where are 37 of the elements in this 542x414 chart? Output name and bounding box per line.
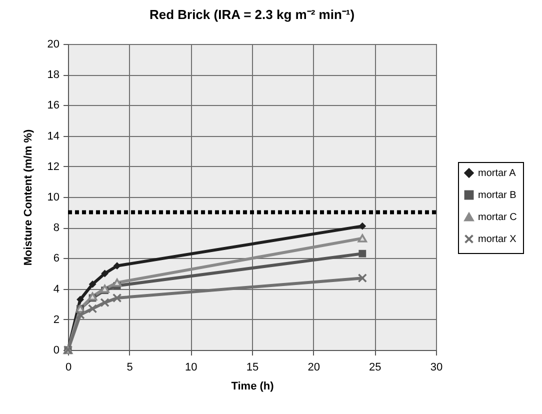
legend-label: mortar C bbox=[478, 212, 517, 223]
x-tick-label: 30 bbox=[430, 362, 443, 374]
x-tick-label: 25 bbox=[369, 362, 382, 374]
y-tick-label: 2 bbox=[53, 314, 60, 326]
x-tick-label: 5 bbox=[126, 362, 133, 374]
y-tick-label: 8 bbox=[53, 222, 60, 234]
point bbox=[358, 222, 366, 230]
y-tick-label: 16 bbox=[47, 100, 60, 112]
point bbox=[358, 273, 368, 283]
point bbox=[88, 280, 96, 288]
x-tick-label: 20 bbox=[308, 362, 320, 374]
y-tick-label: 10 bbox=[47, 192, 60, 204]
point bbox=[358, 234, 368, 242]
point bbox=[76, 310, 85, 320]
chart-title: Red Brick (IRA = 2.3 kg m⁻² min⁻¹) bbox=[149, 7, 355, 22]
y-tick-label: 0 bbox=[53, 344, 60, 356]
legend-label: mortar A bbox=[478, 168, 516, 179]
x-tick-label: 10 bbox=[185, 362, 198, 374]
x-axis-title: Time (h) bbox=[231, 380, 274, 392]
point bbox=[112, 293, 122, 303]
y-tick-label: 4 bbox=[53, 283, 60, 296]
point bbox=[358, 250, 366, 258]
y-tick-label: 14 bbox=[47, 130, 60, 142]
legend-label: mortar X bbox=[478, 234, 517, 245]
x-tick-label: 15 bbox=[246, 362, 259, 374]
point bbox=[113, 262, 121, 270]
y-tick-label: 20 bbox=[47, 38, 60, 50]
point bbox=[100, 298, 110, 308]
legend-label: mortar B bbox=[478, 190, 517, 201]
point bbox=[101, 270, 109, 278]
point bbox=[88, 304, 98, 314]
y-tick-label: 18 bbox=[47, 69, 60, 82]
x-tick-label: 0 bbox=[65, 362, 72, 374]
y-tick-label: 6 bbox=[53, 252, 60, 265]
y-tick-label: 12 bbox=[47, 160, 60, 173]
point bbox=[112, 278, 122, 287]
y-axis-title: Moisture Content (m/m %) bbox=[22, 129, 34, 266]
